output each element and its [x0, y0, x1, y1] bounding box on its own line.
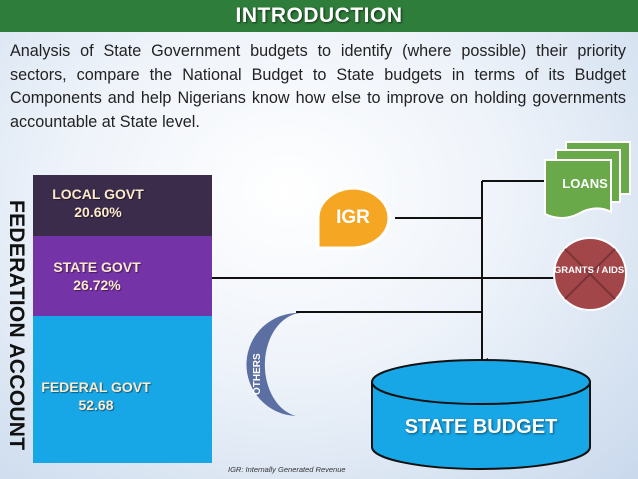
state-govt-segment: STATE GOVT 26.72% [33, 236, 212, 316]
loans-label: LOANS [562, 176, 608, 191]
federal-govt-value: 52.68 [78, 397, 114, 413]
loans-document-stack [544, 141, 631, 219]
local-govt-label: LOCAL GOVT [52, 186, 144, 202]
state-govt-value: 26.72% [73, 277, 121, 293]
intro-paragraph: Analysis of State Government budgets to … [10, 42, 626, 131]
local-govt-value: 20.60% [74, 204, 122, 220]
state-budget-label: STATE BUDGET [404, 416, 558, 438]
others-moon [245, 311, 302, 418]
slide-title: INTRODUCTION [0, 0, 638, 32]
igr-label: IGR [336, 207, 370, 228]
state-govt-label: STATE GOVT [53, 259, 141, 275]
igr-callout [316, 186, 391, 250]
grants-label: GRANTS / AIDS [553, 265, 625, 276]
state-budget-cylinder [371, 359, 591, 470]
others-label: OTHERS [252, 353, 263, 395]
connector-lines [212, 180, 562, 366]
federal-govt-segment: FEDERAL GOVT 52.68 [33, 316, 212, 463]
federal-govt-label: FEDERAL GOVT [41, 379, 151, 395]
grants-no-circle [553, 237, 627, 311]
footnote: IGR: Internally Generated Revenue [228, 465, 346, 474]
federation-account-label: FEDERATION ACCOUNT [5, 199, 28, 451]
local-govt-segment: LOCAL GOVT 20.60% [33, 175, 212, 236]
